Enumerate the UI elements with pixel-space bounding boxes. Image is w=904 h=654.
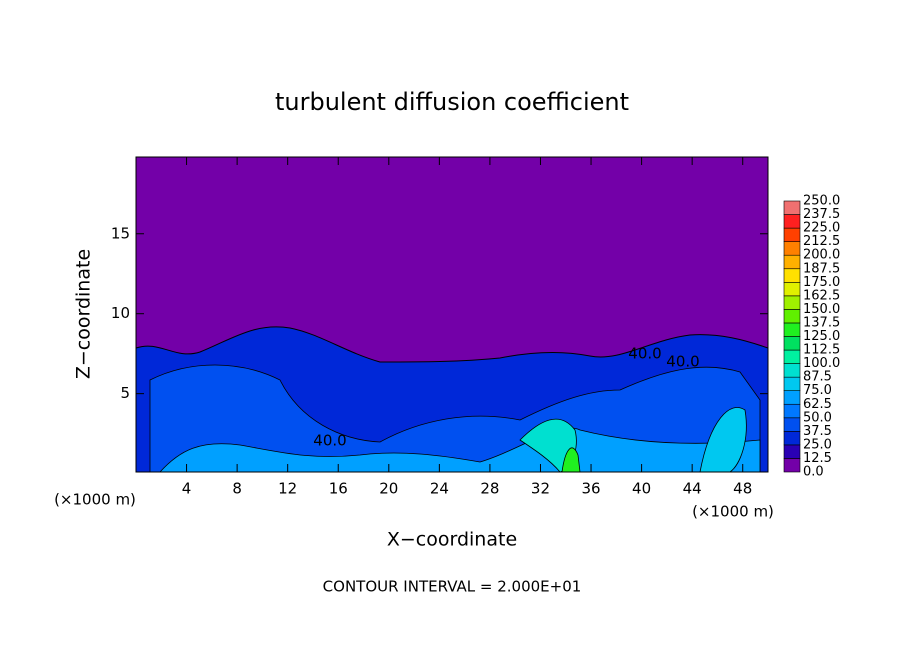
x-unit: (×1000 m) [54, 491, 136, 509]
colorbar-swatch [783, 403, 801, 419]
colorbar-label: 62.5 [803, 397, 832, 412]
x-tick-label: 16 [329, 480, 348, 498]
colorbar-label: 212.5 [803, 234, 840, 249]
colorbar-swatch [783, 417, 801, 432]
colorbar-label: 112.5 [803, 343, 840, 358]
colorbar-label: 225.0 [803, 221, 840, 236]
colorbar-label: 162.5 [803, 288, 840, 303]
colorbar-swatch [783, 241, 801, 256]
x-tick-label: 4 [182, 480, 192, 498]
colorbar-label: 200.0 [803, 248, 840, 263]
colorbar-swatch [783, 458, 801, 473]
y-tick-label: 15 [111, 224, 130, 242]
y-tick-label: 10 [111, 304, 130, 322]
x-tick-label: 24 [430, 480, 449, 498]
x-tick-label: 12 [278, 480, 297, 498]
footnote: CONTOUR INTERVAL = 2.000E+01 [323, 578, 582, 596]
colorbar-swatch [783, 309, 801, 324]
contour-label: 40.0 [313, 432, 346, 450]
colorbar-swatch [783, 336, 801, 351]
colorbar-swatch [783, 200, 801, 215]
colorbar-swatch [783, 444, 801, 459]
colorbar-label: 0.0 [803, 465, 824, 480]
contour-label: 40.0 [666, 353, 699, 371]
colorbar-label: 37.5 [803, 424, 832, 439]
colorbar-label: 250.0 [803, 194, 840, 209]
x-axis-label: X−coordinate [387, 529, 517, 551]
x-tick-label: 44 [683, 480, 702, 498]
field-region [699, 407, 747, 473]
colorbar-label: 25.0 [803, 437, 832, 452]
field-region [159, 427, 761, 473]
colorbar-label: 87.5 [803, 370, 832, 385]
colorbar-swatch [783, 254, 801, 270]
colorbar-label: 125.0 [803, 329, 840, 344]
plot-frame [135, 156, 769, 473]
colorbar-label: 175.0 [803, 275, 840, 290]
y-axis-label: Z−coordinate [73, 249, 95, 379]
colorbar-label: 137.5 [803, 315, 840, 330]
y-tick-label: 5 [120, 384, 130, 402]
axes: 4 8 12 16 20 24 28 32 36 40 44 48510150.012.525.037… [111, 157, 840, 498]
field [135, 156, 769, 473]
colorbar-label: 75.0 [803, 383, 832, 398]
chart-title: turbulent diffusion coefficient [275, 88, 629, 116]
colorbar-label: 50.0 [803, 410, 832, 425]
colorbar-swatch [783, 281, 801, 297]
colorbar-label: 150.0 [803, 302, 840, 317]
x-tick-label: 8 [232, 480, 242, 498]
colorbar-swatch [783, 376, 801, 391]
colorbar-swatch [783, 349, 801, 364]
colorbar-swatch [783, 214, 801, 229]
x-tick-label: 28 [480, 480, 499, 498]
contour-label: 40.0 [628, 345, 661, 363]
colorbar-swatch [783, 227, 801, 242]
colorbar-swatch [783, 268, 801, 283]
colorbar-label: 187.5 [803, 261, 840, 276]
colorbar-label: 100.0 [803, 356, 840, 371]
colorbar-label: 237.5 [803, 207, 840, 222]
field-region [561, 447, 581, 473]
colorbar-label: 12.5 [803, 451, 832, 466]
x-tick-label: 32 [531, 480, 550, 498]
x-tick-label: 48 [733, 480, 752, 498]
x-unit: (×1000 m) [692, 503, 774, 521]
x-tick-label: 20 [379, 480, 398, 498]
colorbar-swatch [783, 322, 801, 337]
colorbar-swatch [783, 431, 801, 446]
x-tick-label: 36 [581, 480, 600, 498]
x-tick-label: 40 [632, 480, 651, 498]
colorbar-swatch [783, 363, 801, 378]
colorbar-swatch [783, 390, 801, 405]
colorbar-swatch [783, 295, 801, 310]
